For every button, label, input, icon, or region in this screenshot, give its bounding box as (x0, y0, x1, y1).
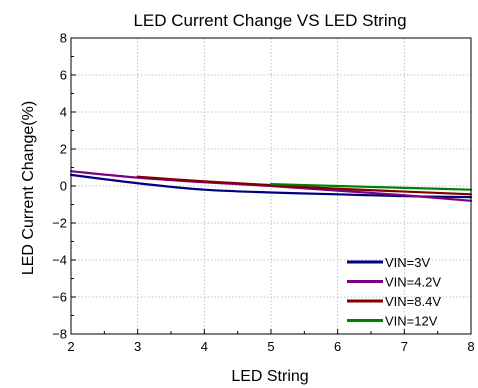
series-line (269, 183, 473, 191)
plot-frame (70, 37, 472, 335)
legend-label: VIN=3V (385, 255, 430, 270)
x-axis-label: LED String (231, 368, 308, 385)
x-tick-label: 6 (334, 339, 341, 354)
tick-labels: 2 3 4 5 6 7 8 −8 −6 −4 −2 0 2 4 6 8 (52, 31, 474, 355)
y-tick-label: 2 (60, 142, 67, 157)
y-tick-label: −6 (52, 290, 67, 305)
x-tick-label: 7 (401, 339, 408, 354)
grid (71, 38, 471, 334)
y-tick-label: 4 (60, 105, 67, 120)
y-tick-label: −2 (52, 216, 67, 231)
x-tick-label: 4 (201, 339, 208, 354)
x-tick-label: 3 (134, 339, 141, 354)
x-tick-label: 5 (267, 339, 274, 354)
y-tick-label: −4 (52, 253, 67, 268)
legend-label: VIN=8.4V (385, 294, 441, 309)
series-lines (69, 170, 473, 202)
y-tick-label: 0 (60, 179, 67, 194)
x-tick-label: 2 (67, 339, 74, 354)
y-axis-label: LED Current Change(%) (20, 101, 37, 275)
chart-title: LED Current Change VS LED String (133, 11, 406, 30)
legend: VIN=3V VIN=4.2V VIN=8.4V VIN=12V (347, 255, 441, 329)
legend-label: VIN=12V (385, 314, 438, 329)
y-tick-label: 6 (60, 68, 67, 83)
y-tick-label: 8 (60, 31, 67, 46)
y-tick-label: −8 (52, 327, 67, 342)
legend-label: VIN=4.2V (385, 275, 441, 290)
x-tick-label: 8 (467, 339, 474, 354)
series-line (136, 175, 473, 196)
